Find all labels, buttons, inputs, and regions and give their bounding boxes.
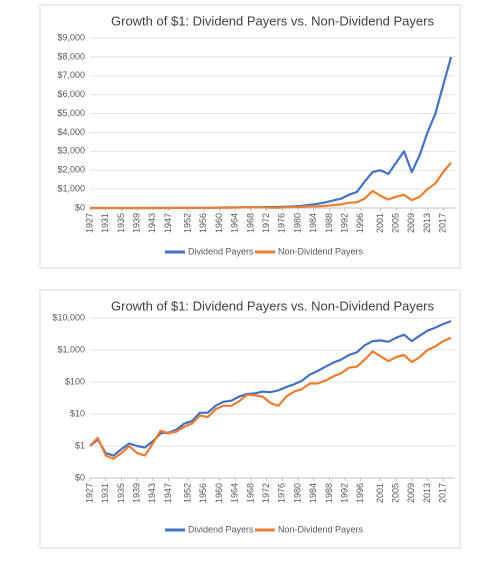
- legend-label: Dividend Payers: [188, 246, 254, 256]
- x-tick-label: 1943: [147, 483, 157, 503]
- series-line: [89, 320, 452, 457]
- x-tick-label: 2013: [422, 213, 432, 233]
- x-tick-label: 1927: [84, 483, 94, 503]
- x-tick-label: 1935: [116, 213, 126, 233]
- x-tick-label: 2001: [375, 213, 385, 233]
- y-tick-label: $1: [75, 440, 85, 450]
- x-tick-label: 1972: [261, 483, 271, 503]
- x-tick-label: 1952: [182, 213, 192, 233]
- y-tick-label: $3,000: [57, 146, 85, 156]
- x-tick-label: 1992: [339, 483, 349, 503]
- x-tick-label: 1968: [245, 213, 255, 233]
- y-tick-label: $1,000: [57, 183, 85, 193]
- x-tick-label: 1996: [355, 213, 365, 233]
- y-tick-label: $9,000: [57, 32, 85, 42]
- x-tick-label: 1976: [277, 213, 287, 233]
- legend-label: Non-Dividend Payers: [278, 524, 364, 534]
- panel: [39, 289, 461, 549]
- y-tick-label: $0: [75, 472, 85, 482]
- x-tick-label: 1964: [230, 483, 240, 503]
- x-tick-label: 1988: [324, 213, 334, 233]
- y-tick-label: $10: [70, 408, 85, 418]
- legend-label: Non-Dividend Payers: [278, 246, 364, 256]
- y-tick-label: $7,000: [57, 70, 85, 80]
- x-tick-label: 1931: [100, 483, 110, 503]
- y-tick-label: $4,000: [57, 127, 85, 137]
- x-tick-label: 1956: [198, 213, 208, 233]
- x-tick-label: 2005: [391, 213, 401, 233]
- y-tick-label: $8,000: [57, 51, 85, 61]
- x-tick-label: 2005: [391, 483, 401, 503]
- x-tick-label: 2017: [438, 483, 448, 503]
- x-tick-label: 1984: [308, 483, 318, 503]
- series-line: [90, 161, 452, 210]
- x-tick-label: 2013: [422, 483, 432, 503]
- y-tick-label: $100: [65, 376, 85, 386]
- x-tick-label: 2001: [375, 483, 385, 503]
- x-tick-label: 1943: [147, 213, 157, 233]
- x-tick-label: 1947: [163, 483, 173, 503]
- x-tick-label: 2009: [406, 483, 416, 503]
- x-tick-label: 1935: [116, 483, 126, 503]
- x-tick-label: 1984: [308, 213, 318, 233]
- x-tick-label: 1976: [277, 483, 287, 503]
- x-tick-label: 1947: [163, 213, 173, 233]
- panel: [39, 4, 461, 269]
- legend-label: Dividend Payers: [188, 524, 254, 534]
- x-tick-label: 1968: [245, 483, 255, 503]
- x-tick-label: 1980: [292, 213, 302, 233]
- y-tick-label: $1,000: [57, 344, 85, 354]
- x-tick-label: 1927: [84, 213, 94, 233]
- x-tick-label: 1960: [214, 213, 224, 233]
- chart-title: Growth of $1: Dividend Payers vs. Non-Di…: [111, 298, 434, 313]
- x-tick-label: 1980: [292, 483, 302, 503]
- x-tick-label: 1931: [100, 213, 110, 233]
- x-tick-label: 1972: [261, 213, 271, 233]
- x-tick-label: 1996: [355, 483, 365, 503]
- x-tick-label: 1992: [339, 213, 349, 233]
- x-tick-label: 2009: [406, 213, 416, 233]
- x-tick-label: 1960: [214, 483, 224, 503]
- x-tick-label: 1939: [131, 483, 141, 503]
- y-tick-label: $0: [75, 202, 85, 212]
- y-tick-label: $5,000: [57, 108, 85, 118]
- x-tick-label: 1956: [198, 483, 208, 503]
- y-tick-label: $6,000: [57, 89, 85, 99]
- y-tick-label: $2,000: [57, 165, 85, 175]
- chart-title: Growth of $1: Dividend Payers vs. Non-Di…: [111, 13, 434, 28]
- series-line: [89, 336, 452, 460]
- x-tick-label: 1964: [230, 213, 240, 233]
- x-tick-label: 1952: [182, 483, 192, 503]
- x-tick-label: 1988: [324, 483, 334, 503]
- x-tick-label: 2017: [438, 213, 448, 233]
- x-tick-label: 1939: [131, 213, 141, 233]
- y-tick-label: $10,000: [52, 312, 85, 322]
